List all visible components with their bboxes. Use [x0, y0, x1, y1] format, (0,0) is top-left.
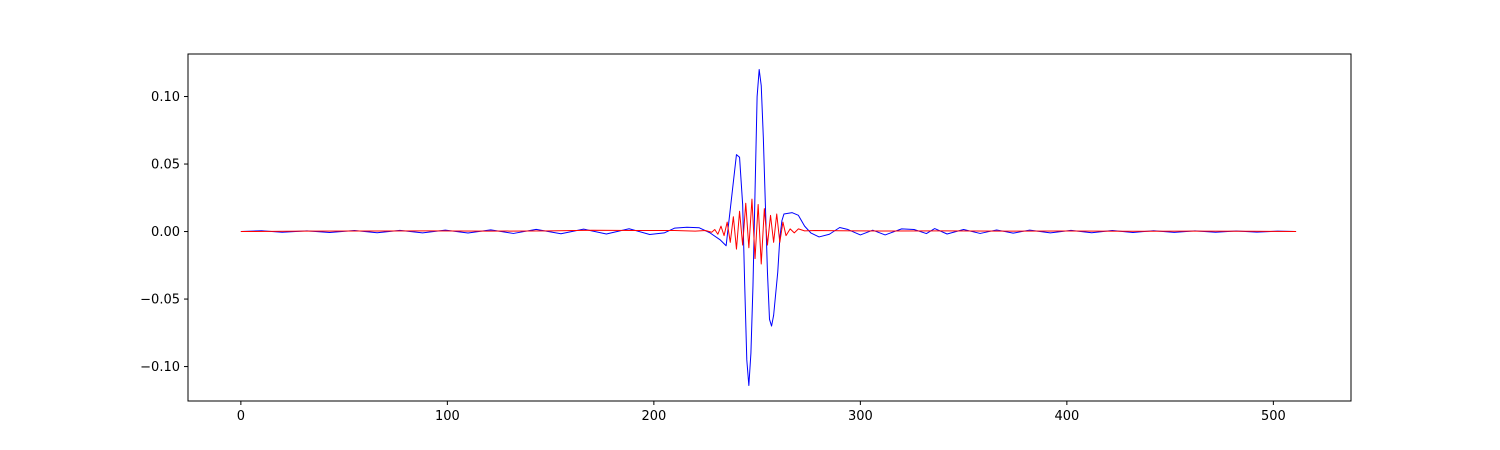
x-tick-label: 200	[641, 409, 666, 424]
plot-frame	[187, 53, 1352, 402]
series-line-1	[240, 198, 1297, 265]
x-tick-label: 500	[1261, 409, 1286, 424]
x-tick-label: 300	[848, 409, 873, 424]
axis-layer: 0 100 200 300 400 500 −0.10 −0.05 0.00 0.05 0.10	[140, 90, 1286, 424]
y-tick-label: 0.10	[151, 90, 180, 105]
x-tick-label: 0	[237, 409, 245, 424]
x-tick-label: 400	[1054, 409, 1079, 424]
series-layer	[240, 69, 1297, 386]
y-tick-label: −0.05	[140, 293, 180, 308]
y-tick-label: −0.10	[140, 360, 180, 375]
y-tick-label: 0.00	[151, 225, 180, 240]
series-line-0	[240, 69, 1297, 386]
y-tick-label: 0.05	[151, 158, 180, 173]
x-tick-label: 100	[435, 409, 460, 424]
